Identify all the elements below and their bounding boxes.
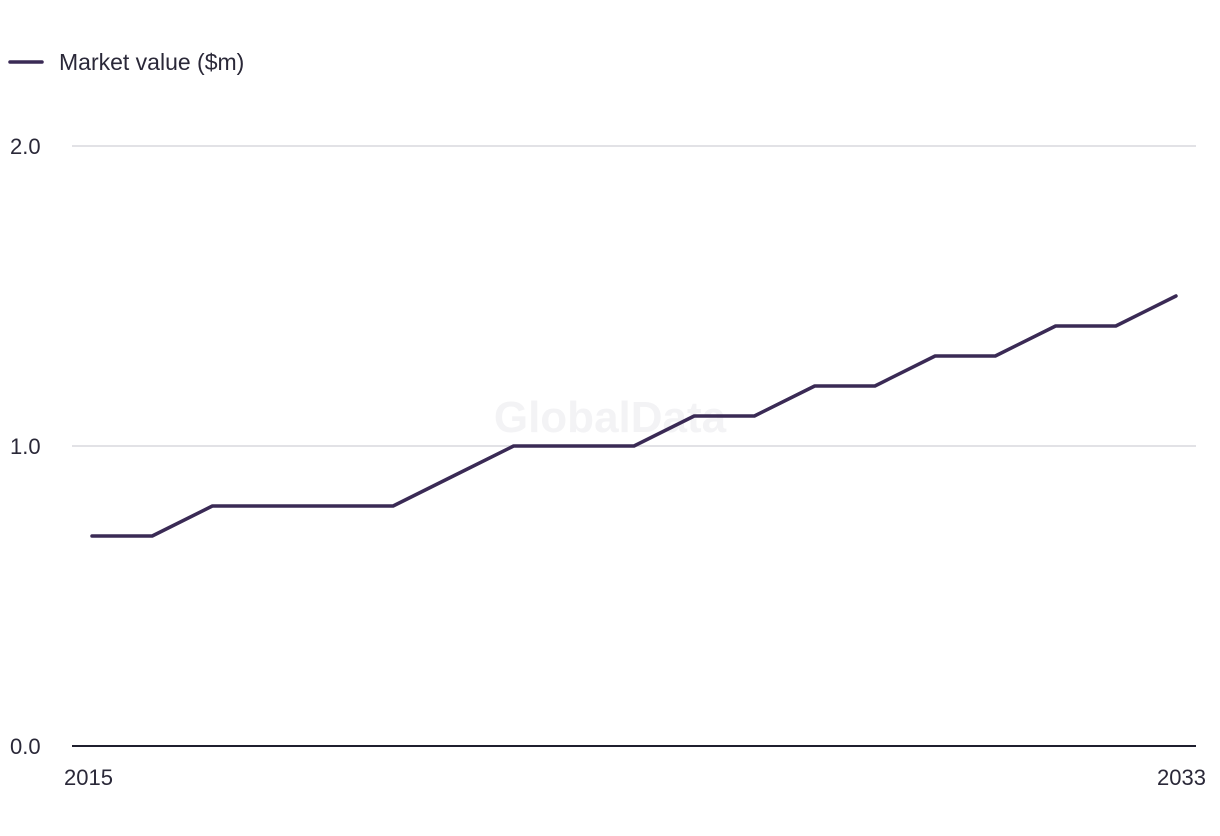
y-axis-ticks: 0.0 1.0 2.0: [10, 134, 41, 759]
y-tick-label: 1.0: [10, 434, 41, 459]
x-tick-label: 2033: [1157, 765, 1206, 790]
x-axis-ticks: 2015 2033: [64, 765, 1206, 790]
x-tick-label: 2015: [64, 765, 113, 790]
y-tick-label: 2.0: [10, 134, 41, 159]
legend-label: Market value ($m): [59, 49, 244, 75]
series-line-market-value: [90, 294, 1178, 538]
y-tick-label: 0.0: [10, 734, 41, 759]
series-layer: [90, 294, 1178, 538]
legend: Market value ($m): [8, 49, 244, 75]
